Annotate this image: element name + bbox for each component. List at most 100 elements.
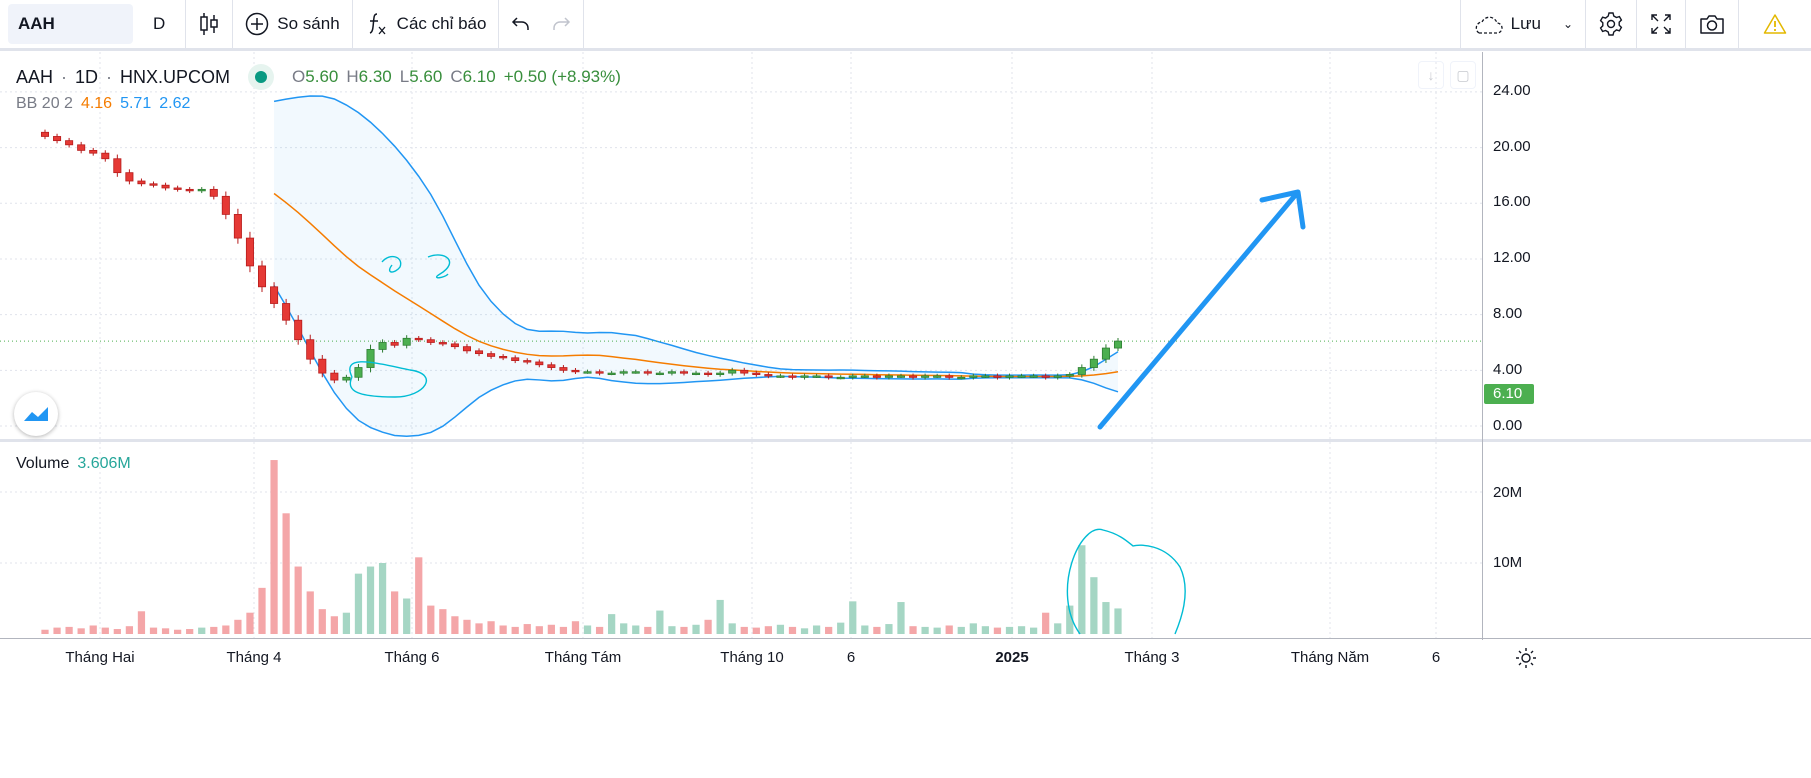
time-tick: Tháng Năm [1290, 649, 1370, 666]
candle-body [909, 375, 918, 378]
volume-bar [921, 626, 929, 634]
candle-body [945, 375, 954, 378]
candle-body [667, 371, 676, 374]
volume-bar [547, 624, 555, 634]
candle-body [728, 369, 737, 374]
chart-type-button[interactable] [186, 0, 234, 48]
last-price-label: 6.10 [1484, 384, 1534, 404]
volume-bar [415, 557, 423, 634]
candle-body [884, 375, 893, 378]
volume-bar [511, 626, 519, 634]
bb-legend[interactable]: BB 20 2 4.16 5.71 2.62 [16, 95, 190, 113]
pane-separator[interactable] [0, 439, 1811, 442]
candle-body [318, 358, 327, 374]
volume-bar [583, 625, 592, 634]
candle-body [921, 375, 930, 378]
candle-body [1017, 375, 1026, 378]
price-axis[interactable]: 24.00 20.00 16.00 12.00 8.00 4.00 0.00 6… [1482, 52, 1811, 640]
volume-legend[interactable]: Volume 3.606M [16, 455, 131, 473]
warning-icon [1763, 14, 1787, 34]
volume-bar [53, 627, 61, 634]
indicators-button[interactable]: Các chỉ báo [353, 0, 500, 48]
volume-bar [728, 623, 736, 634]
candle-body [679, 371, 688, 374]
candle-body [487, 353, 496, 357]
volume-bar [186, 629, 194, 634]
candle-body [752, 372, 761, 376]
volume-bar [608, 614, 616, 634]
volume-value: 3.606M [77, 455, 131, 472]
undo-icon[interactable] [511, 16, 531, 32]
volume-bar [1078, 545, 1086, 634]
candle-body [330, 372, 339, 381]
volume-bar [885, 624, 893, 634]
volume-bar [65, 626, 73, 634]
bb-lower-value: 2.62 [159, 95, 191, 112]
candle-body [475, 350, 484, 355]
volume-bar [981, 626, 989, 634]
interval-button[interactable]: D [133, 0, 187, 48]
candle-body [438, 342, 447, 345]
price-tick: 16.00 [1493, 193, 1531, 210]
legend-open: 5.60 [305, 67, 339, 86]
indicators-label: Các chỉ báo [396, 14, 487, 33]
volume-bar [897, 602, 905, 634]
maximize-pane-button[interactable]: ▢ [1450, 61, 1476, 89]
warning-button[interactable] [1739, 0, 1811, 48]
volume-bar [77, 628, 85, 634]
chevron-down-icon[interactable]: ⌄ [1562, 17, 1573, 31]
volume-bar [41, 629, 49, 634]
volume-bar [137, 611, 146, 634]
scroll-down-button[interactable]: ↓ [1418, 61, 1444, 89]
candle-body [1113, 340, 1123, 349]
price-tick: 4.00 [1493, 361, 1523, 378]
volume-bar [306, 591, 314, 634]
fullscreen-button[interactable] [1637, 0, 1686, 48]
chart-canvas[interactable] [0, 52, 1482, 638]
candle-body [583, 371, 592, 374]
bb-basis-line [273, 192, 1119, 378]
candle-body [462, 346, 471, 352]
volume-bar [849, 601, 857, 634]
candle-body [595, 371, 604, 374]
time-tick: Tháng Hai [65, 649, 135, 666]
time-axis[interactable]: Tháng Hai Tháng 4 Tháng 6 Tháng Tám Thán… [0, 638, 1811, 674]
redo-icon[interactable] [551, 16, 571, 32]
save-button[interactable]: Lưu ⌄ [1459, 0, 1586, 48]
logo-icon [24, 407, 48, 421]
candle-body [306, 339, 315, 360]
candle-body [125, 172, 134, 182]
candle-body [559, 367, 568, 371]
candlestick-icon [200, 13, 219, 35]
gear-icon [1599, 12, 1623, 36]
time-axis-settings-icon[interactable] [1515, 647, 1537, 669]
tradingview-logo[interactable] [14, 392, 58, 436]
legend-close: 6.10 [462, 67, 496, 86]
bb-name: BB 20 2 [16, 95, 73, 112]
candle-body [402, 337, 411, 346]
snapshot-button[interactable] [1686, 0, 1739, 48]
candle-body [390, 342, 399, 346]
candle-body [77, 144, 86, 151]
price-tick: 24.00 [1493, 82, 1531, 99]
plus-circle-icon [246, 12, 269, 36]
settings-button[interactable] [1586, 0, 1637, 48]
volume-bar [837, 622, 845, 634]
candle-body [101, 152, 110, 160]
candle-body [245, 237, 254, 267]
volume-bar [222, 625, 230, 634]
legend-exchange: HNX.UPCOM [120, 66, 231, 87]
candle-body [764, 374, 773, 377]
candle-body [499, 355, 508, 359]
compare-button[interactable]: So sánh [233, 0, 353, 48]
volume-bar [1017, 626, 1026, 634]
candle-body [65, 140, 74, 146]
volume-bar [161, 628, 170, 634]
candle-body [40, 131, 50, 137]
bb-lower-line [273, 285, 1119, 438]
volume-bar [776, 624, 785, 634]
volume-bar [861, 625, 869, 634]
candle-body [354, 367, 363, 378]
symbol-search-button[interactable]: AAH [8, 4, 133, 44]
candle-body [1053, 375, 1062, 378]
